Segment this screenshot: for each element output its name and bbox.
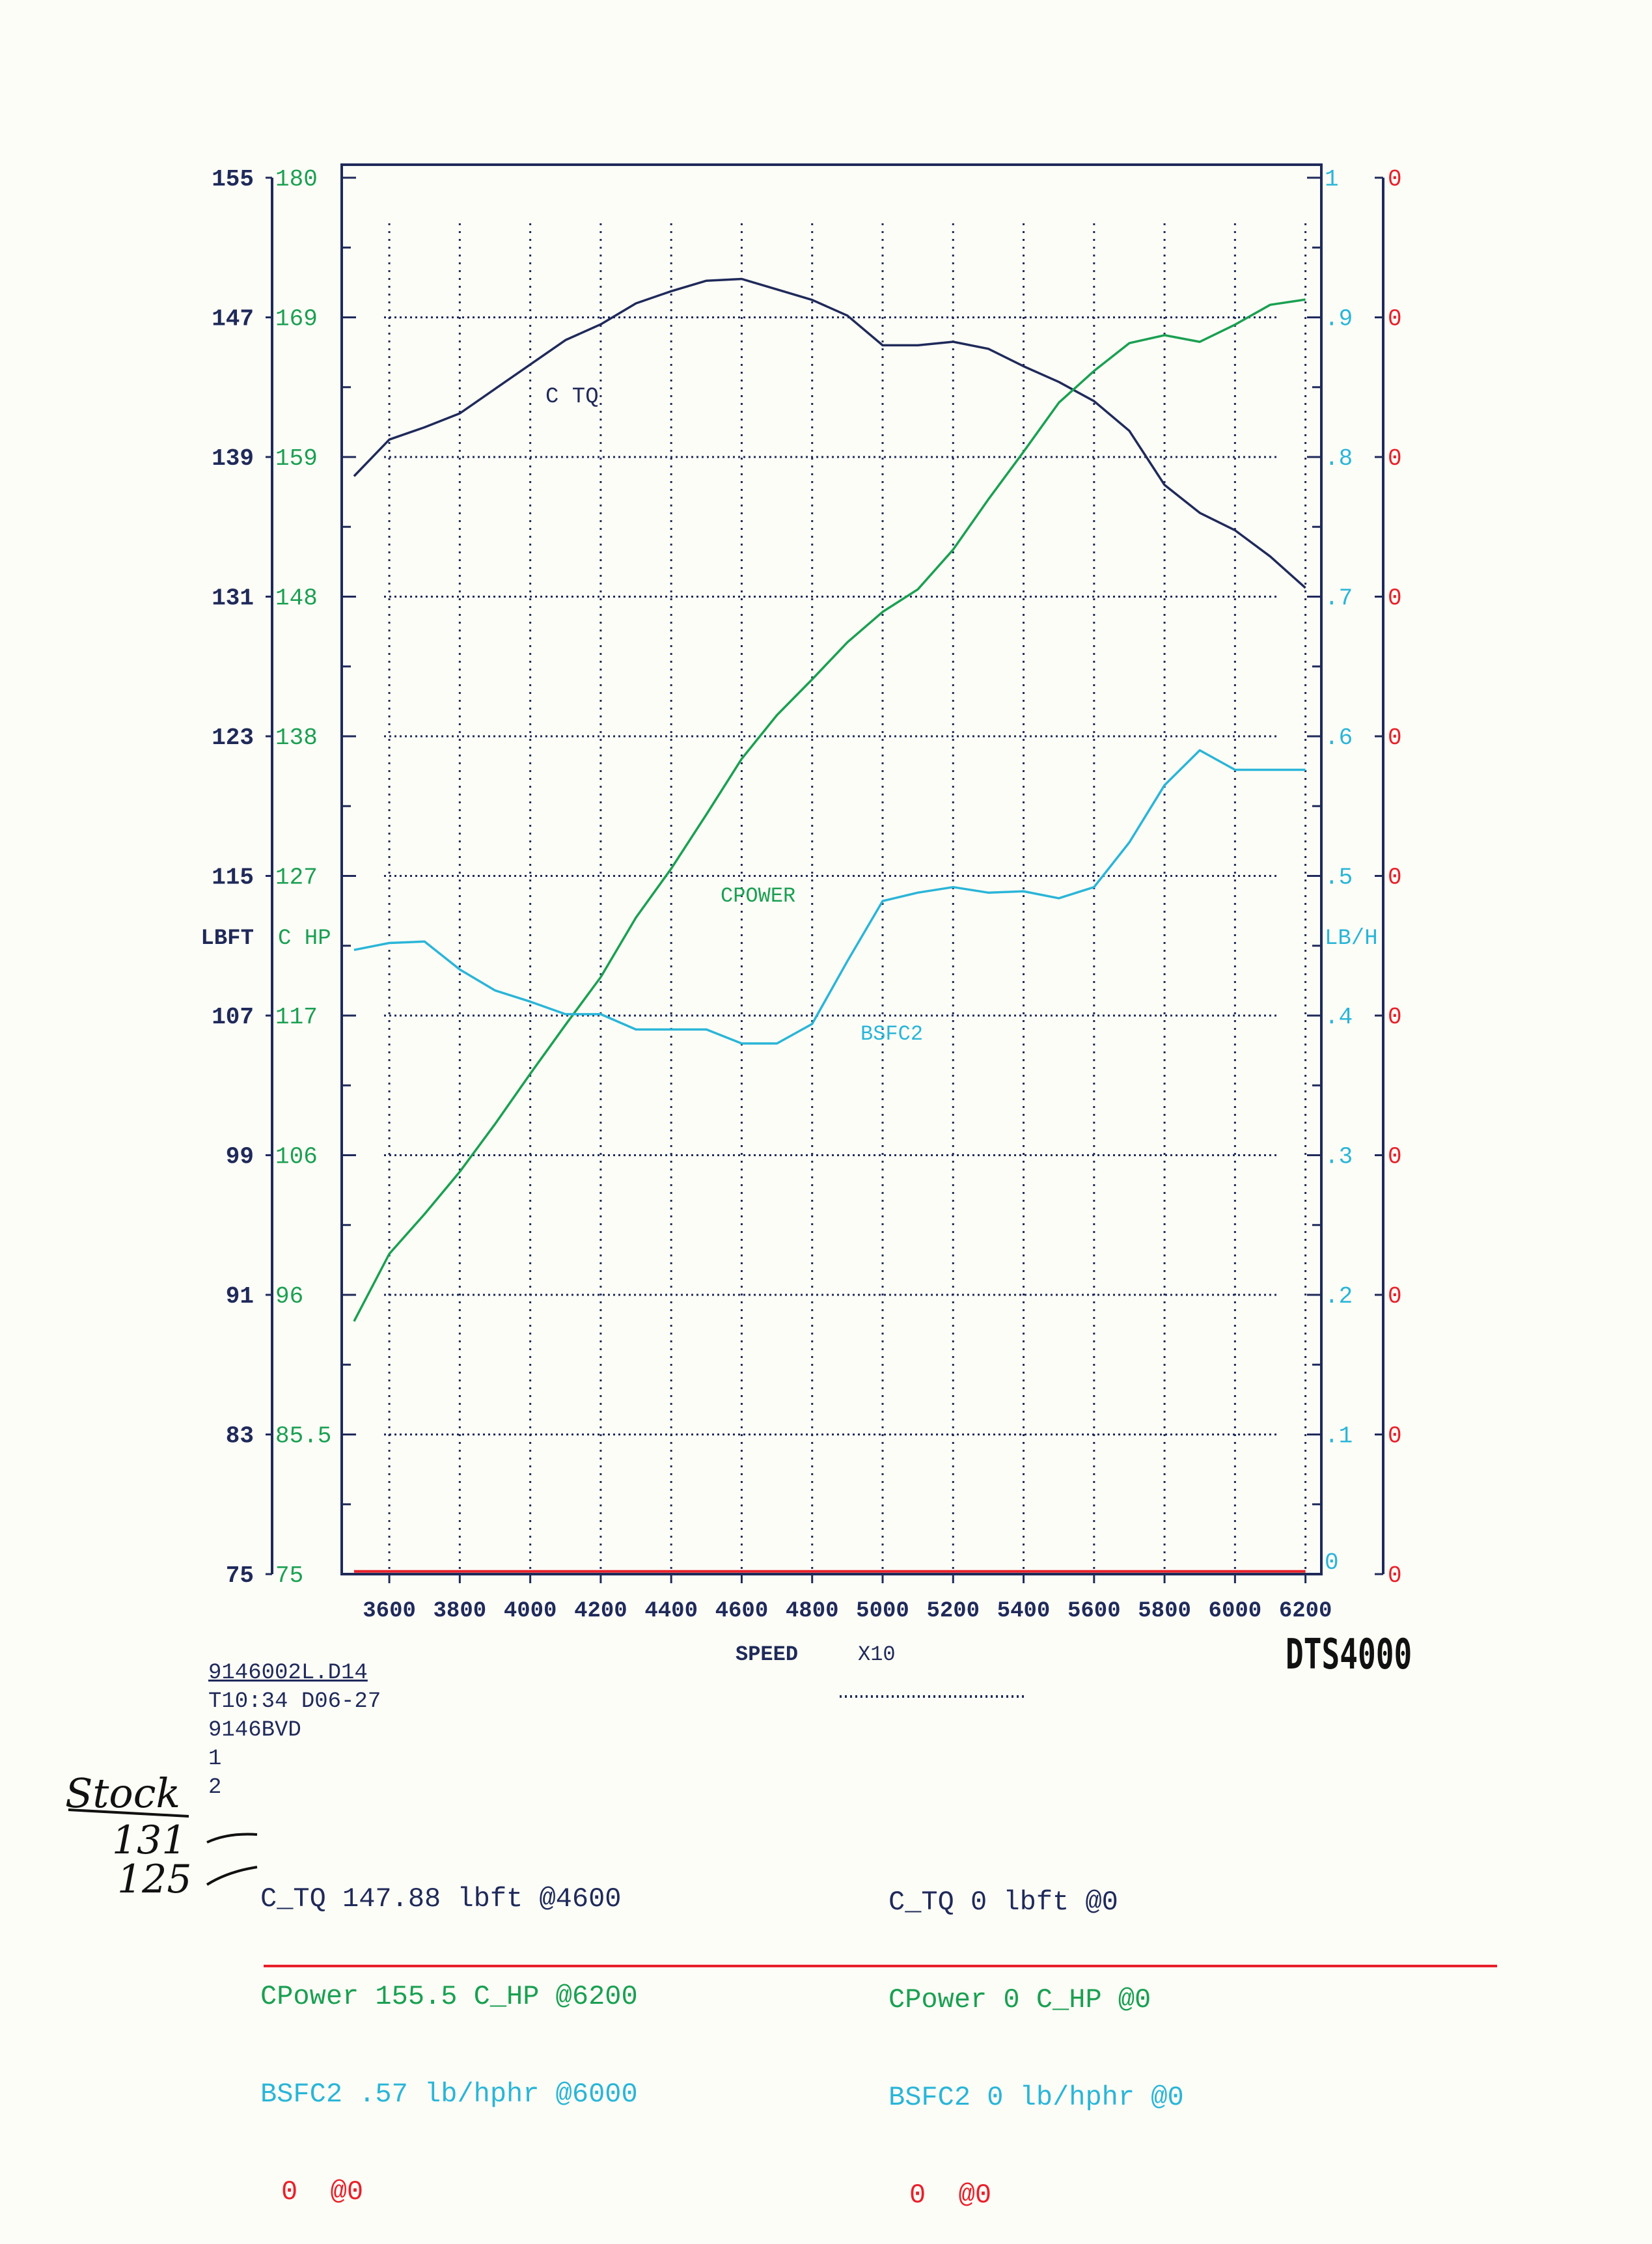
x-tick-label: 4000 [504,1599,557,1624]
axes [266,163,1384,1583]
curve-label-bsfc: BSFC2 [860,1022,923,1046]
x-tick-label: 5800 [1138,1599,1191,1624]
bsfc-tick-label: 1 [1325,166,1339,193]
x-axis-label: SPEED [736,1642,798,1667]
labels: 3600 3800 4000 4200 4400 4600 4800 5000 5200 5400… [200,166,1401,1667]
x-tick-label: 4600 [715,1599,769,1624]
bsfc-tick-label: .8 [1325,445,1353,472]
tq-tick-label: 83 [226,1423,254,1450]
tq-tick-label: 115 [212,865,254,891]
x-tick-label: 4400 [644,1599,698,1624]
red-tick-label: 0 [1388,1004,1402,1031]
summary-left-red: 0 @0 [281,2176,364,2208]
tq-tick-label: 147 [212,306,254,333]
x-tick-label: 4200 [574,1599,627,1624]
red-tick-label: 0 [1388,1562,1402,1589]
bsfc-tick-label: .1 [1325,1423,1353,1450]
x-tick-label: 3600 [363,1599,416,1624]
red-tick-label: 0 [1388,725,1402,751]
red-tick-label: 0 [1388,585,1402,612]
red-tick-label: 0 [1388,865,1402,891]
tq-tick-label: 123 [212,725,254,751]
summary-left-power: CPower 155.5 C_HP @6200 [260,1981,638,2012]
bsfc-tick-label: .6 [1325,725,1353,751]
series-bsfc [353,749,1306,1045]
tq-tick-label: 99 [226,1144,254,1170]
red-tick-label: 0 [1388,306,1402,333]
handwritten-stock: Stock [65,1769,181,1817]
bsfc-tick-label: .5 [1325,865,1353,891]
x-tick-label: 6200 [1279,1599,1332,1624]
x-tick-label: 3800 [434,1599,487,1624]
hp-axis-title: C HP [278,926,331,951]
bsfc-tick-label: .4 [1325,1004,1353,1031]
handwritten-value-1: 131 [112,1818,187,1863]
summary-left: C_TQ 147.88 lbft @4600 CPower 155.5 C_HP… [260,1818,638,2241]
hp-tick-label: 138 [275,725,318,751]
run-id: 9146BVD [208,1718,301,1743]
x-tick-label: 6000 [1209,1599,1262,1624]
summary-left-tq: C_TQ 147.88 lbft @4600 [260,1883,622,1915]
hp-tick-label: 85.5 [275,1423,331,1450]
run-file: 9146002L.D14 [208,1661,368,1685]
plot-frame [340,163,1323,1575]
run-2: 2 [208,1775,222,1800]
summary-right-red: 0 @0 [909,2180,992,2211]
hp-tick-label: 75 [275,1562,303,1589]
run-info: 9146002L.D14 T10:34 D06-27 9146BVD 1 2 [208,1659,381,1802]
series [353,277,1306,1573]
bsfc-tick-label: .3 [1325,1144,1353,1170]
x-tick-label: 4800 [786,1599,839,1624]
x-tick-label: 5200 [926,1599,980,1624]
bsfc-tick-label: .2 [1325,1283,1353,1310]
summary-left-bsfc: BSFC2 .57 lb/hphr @6000 [260,2079,638,2110]
bsfc-tick-label: .9 [1325,306,1353,333]
curve-label-tq: C TQ [545,385,599,409]
hp-tick-label: 148 [275,585,318,612]
handwritten-value-2: 125 [117,1857,192,1902]
red-tick-label: 0 [1388,445,1402,472]
hp-tick-label: 159 [275,445,318,472]
summary-right-tq: C_TQ 0 lbft @0 [888,1887,1118,1918]
red-tick-label: 0 [1388,166,1402,193]
tq-axis-title: LBFT [200,926,254,951]
red-tick-label: 0 [1388,1423,1402,1450]
red-tick-label: 0 [1388,1144,1402,1170]
bsfc-tick-label: 0 [1325,1549,1339,1576]
x-tick-label: 5400 [997,1599,1051,1624]
tq-tick-label: 155 [212,166,254,193]
tq-tick-label: 131 [212,585,254,612]
curve-label-power: CPOWER [721,884,795,908]
grid [384,223,1307,1574]
dyno-chart: 3600 3800 4000 4200 4400 4600 4800 5000 5200 5400… [200,163,1402,1667]
hp-tick-label: 96 [275,1283,303,1310]
series-hp [353,298,1306,1322]
red-tick-label: 0 [1388,1283,1402,1310]
tq-tick-label: 75 [226,1562,254,1589]
series-tq [353,277,1306,589]
x-tick-label: 5600 [1067,1599,1121,1624]
tq-tick-label: 107 [212,1004,254,1031]
run-time: T10:34 D06-27 [208,1689,381,1714]
hp-tick-label: 127 [275,865,318,891]
bsfc-axis-title: LB/H [1325,926,1378,951]
hp-tick-label: 169 [275,306,318,333]
x-axis-unit: X10 [858,1642,896,1667]
hp-tick-label: 117 [275,1004,318,1031]
tq-tick-label: 139 [212,445,254,472]
x-tick-label: 5000 [856,1599,909,1624]
run-1: 1 [208,1747,222,1771]
bsfc-tick-label: .7 [1325,585,1353,612]
summary-right: C_TQ 0 lbft @0 CPower 0 C_HP @0 BSFC2 0 … [888,1821,1184,2244]
summary-right-power: CPower 0 C_HP @0 [888,1984,1151,2015]
hp-tick-label: 106 [275,1144,318,1170]
tq-tick-label: 91 [226,1283,254,1310]
hp-tick-label: 180 [275,166,318,193]
brand-logo: DTS4000 [1286,1631,1412,1679]
